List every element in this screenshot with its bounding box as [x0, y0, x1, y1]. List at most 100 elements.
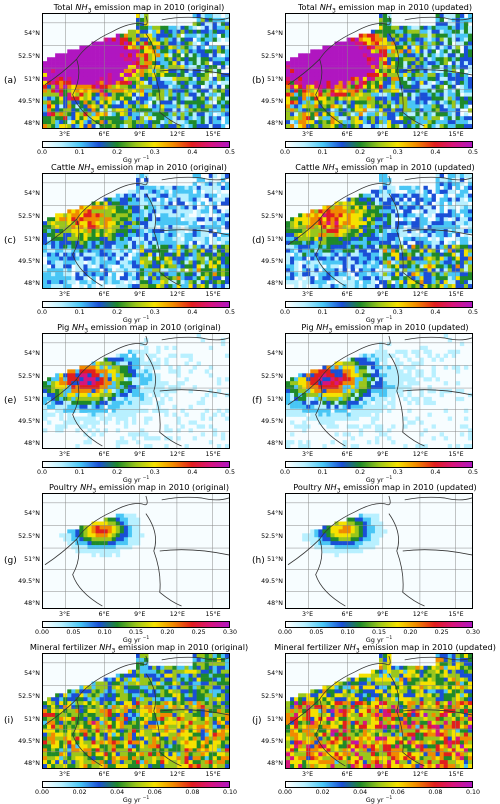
colorbar-tick-label: 0.2 — [345, 309, 375, 316]
map-panel: Pig NH3 emission map in 2010 (original)(… — [0, 320, 250, 480]
colorbar-tick-label: 0.4 — [177, 469, 207, 476]
longitude-label: 3°E — [53, 291, 77, 298]
colorbar-tick-label: 0.30 — [215, 629, 245, 636]
latitude-label: 48°N — [6, 440, 40, 447]
colorbar-unit-label: Gg yr −1 — [285, 796, 473, 804]
emission-map — [285, 333, 473, 449]
longitude-label: 3°E — [296, 611, 320, 618]
colorbar-tick-label: 0.1 — [65, 309, 95, 316]
colorbar-tick-label: 0.06 — [140, 789, 170, 796]
emission-field — [302, 514, 387, 558]
colorbar — [285, 461, 473, 468]
colorbar-tick-label: 0.1 — [65, 469, 95, 476]
longitude-label: 12°E — [165, 291, 189, 298]
colorbar-tick-label: 0.2 — [102, 309, 132, 316]
latitude-label: 51°N — [6, 236, 40, 243]
longitude-label: 6°E — [92, 291, 116, 298]
colorbar-tick-label: 0.30 — [458, 629, 488, 636]
colorbar-tick-label: 0.4 — [177, 309, 207, 316]
latitude-label: 52.5°N — [6, 53, 40, 60]
longitude-label: 6°E — [335, 611, 359, 618]
longitude-label: 6°E — [335, 131, 359, 138]
colorbar-tick-label: 0.3 — [383, 309, 413, 316]
latitude-label: 51°N — [6, 396, 40, 403]
longitude-label: 12°E — [408, 291, 432, 298]
emission-map — [42, 493, 230, 609]
longitude-label: 6°E — [335, 291, 359, 298]
country-borders — [288, 496, 472, 606]
latitude-label: 52.5°N — [6, 693, 40, 700]
latitude-label: 49.5°N — [6, 418, 40, 425]
latitude-label: 51°N — [249, 236, 283, 243]
colorbar-tick-label: 0.10 — [333, 629, 363, 636]
map-panel: Poultry NH3 emission map in 2010 (update… — [250, 480, 500, 640]
longitude-label: 15°E — [201, 291, 225, 298]
latitude-label: 48°N — [249, 440, 283, 447]
country-borders — [45, 496, 229, 606]
latitude-label: 51°N — [6, 556, 40, 563]
latitude-label: 54°N — [6, 30, 40, 37]
colorbar-tick-label: 0.1 — [308, 309, 338, 316]
latitude-label: 49.5°N — [249, 578, 283, 585]
colorbar-tick-label: 0.25 — [184, 629, 214, 636]
colorbar-tick-label: 0.00 — [270, 629, 300, 636]
latitude-label: 51°N — [249, 396, 283, 403]
colorbar-tick-label: 0.00 — [27, 789, 57, 796]
latitude-label: 48°N — [6, 280, 40, 287]
latitude-label: 49.5°N — [6, 98, 40, 105]
latitude-label: 51°N — [249, 76, 283, 83]
colorbar-tick-label: 0.20 — [395, 629, 425, 636]
colorbar-tick-label: 0.08 — [177, 789, 207, 796]
colorbar-tick-label: 0.05 — [58, 629, 88, 636]
latitude-label: 54°N — [6, 670, 40, 677]
colorbar-tick-label: 0.02 — [65, 789, 95, 796]
longitude-label: 15°E — [444, 131, 468, 138]
latitude-label: 54°N — [249, 190, 283, 197]
colorbar-tick-label: 0.0 — [270, 149, 300, 156]
longitude-label: 9°E — [128, 291, 152, 298]
colorbar-tick-label: 0.0 — [27, 149, 57, 156]
map-panel: Mineral fertilizer NH3 emission map in 2… — [250, 640, 500, 800]
longitude-label: 9°E — [128, 611, 152, 618]
colorbar-tick-label: 0.2 — [102, 149, 132, 156]
colorbar-tick-label: 0.05 — [301, 629, 331, 636]
longitude-label: 12°E — [408, 131, 432, 138]
longitude-label: 15°E — [201, 451, 225, 458]
longitude-label: 9°E — [371, 771, 395, 778]
latitude-label: 54°N — [249, 350, 283, 357]
colorbar-tick-label: 0.3 — [383, 469, 413, 476]
emission-map — [42, 13, 230, 129]
latitude-label: 54°N — [249, 30, 283, 37]
longitude-label: 3°E — [296, 131, 320, 138]
latitude-label: 52.5°N — [6, 533, 40, 540]
longitude-label: 12°E — [165, 771, 189, 778]
latitude-label: 54°N — [249, 510, 283, 517]
colorbar-tick-label: 0.04 — [345, 789, 375, 796]
map-panel: Pig NH3 emission map in 2010 (updated)(f… — [250, 320, 500, 480]
latitude-label: 48°N — [249, 280, 283, 287]
colorbar-tick-label: 0.1 — [65, 149, 95, 156]
colorbar-tick-label: 0.10 — [90, 629, 120, 636]
longitude-label: 6°E — [92, 771, 116, 778]
latitude-label: 52.5°N — [249, 693, 283, 700]
longitude-label: 9°E — [128, 131, 152, 138]
colorbar — [285, 301, 473, 308]
latitude-label: 48°N — [249, 600, 283, 607]
colorbar — [285, 621, 473, 628]
colorbar-tick-label: 0.06 — [383, 789, 413, 796]
colorbar — [285, 781, 473, 788]
colorbar-tick-label: 0.3 — [140, 149, 170, 156]
colorbar-tick-label: 0.3 — [140, 469, 170, 476]
colorbar-tick-label: 0.1 — [308, 149, 338, 156]
colorbar-tick-label: 0.0 — [270, 309, 300, 316]
colorbar-tick-label: 0.25 — [427, 629, 457, 636]
longitude-label: 6°E — [92, 131, 116, 138]
emission-map — [285, 653, 473, 769]
latitude-label: 49.5°N — [249, 258, 283, 265]
colorbar-tick-label: 0.2 — [345, 149, 375, 156]
colorbar-tick-label: 0.08 — [420, 789, 450, 796]
latitude-label: 49.5°N — [6, 738, 40, 745]
map-panel: Mineral fertilizer NH3 emission map in 2… — [0, 640, 250, 800]
longitude-label: 15°E — [444, 771, 468, 778]
map-panel: Total NH3 emission map in 2010 (original… — [0, 0, 250, 160]
